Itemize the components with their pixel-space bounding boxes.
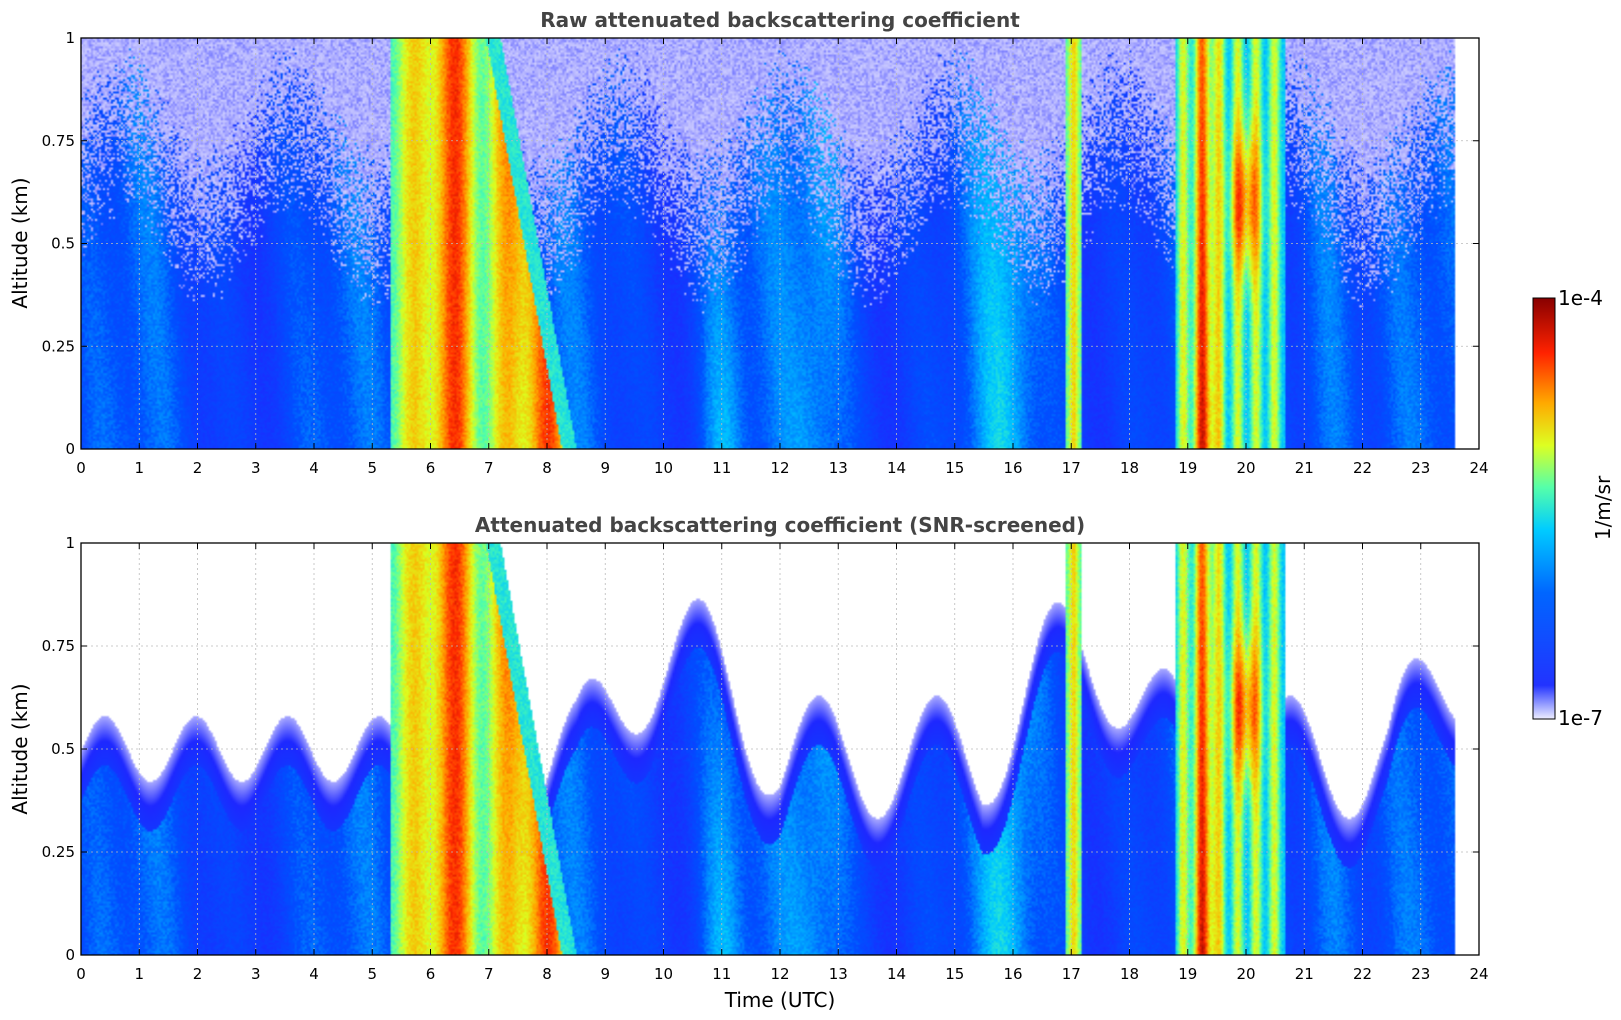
x-tick-label: 0 [76,965,86,983]
x-tick-label: 14 [887,965,906,983]
panel-raw-y-ticks: 0 0.25 0.5 0.75 1 [42,29,1479,458]
x-tick-label: 12 [770,965,789,983]
x-tick-label: 1 [134,965,144,983]
x-tick-label: 10 [654,459,673,477]
x-tick-label: 16 [1003,965,1022,983]
panel-raw-grid [81,38,1479,449]
y-tick-label: 0.75 [42,637,75,655]
x-tick-label: 19 [1178,965,1197,983]
x-tick-label: 22 [1353,459,1372,477]
panel-raw: Raw attenuated backscattering coefficien… [8,8,1489,477]
x-tick-label: 7 [484,459,494,477]
panel-screened-x-ticks: 0 1 2 3 4 5 6 7 8 9 10 11 12 13 14 15 16 17 18 19 20 21 22 23 24 [76,543,1489,983]
panel-screened-y-ticks: 0 0.25 0.5 0.75 1 [42,534,1479,964]
x-tick-label: 17 [1062,965,1081,983]
x-tick-label: 11 [712,459,731,477]
x-tick-label: 11 [712,965,731,983]
colorbar: 1e-4 1e-7 1/m/sr [1532,286,1615,730]
x-tick-label: 1 [134,459,144,477]
x-tick-label: 21 [1295,965,1314,983]
x-tick-label: 15 [945,965,964,983]
x-tick-label: 6 [426,459,436,477]
panel-screened-xlabel: Time (UTC) [724,988,836,1012]
y-tick-label: 1 [65,29,75,47]
x-tick-label: 24 [1469,459,1488,477]
x-tick-label: 23 [1411,965,1430,983]
x-tick-label: 6 [426,965,436,983]
x-tick-label: 9 [600,965,610,983]
x-tick-label: 18 [1120,965,1139,983]
x-tick-label: 17 [1062,459,1081,477]
x-tick-label: 4 [309,459,319,477]
x-tick-label: 3 [251,965,261,983]
x-tick-label: 15 [945,459,964,477]
panel-raw-x-ticks: 0 1 2 3 4 5 6 7 8 9 10 11 12 13 14 15 16 17 18 19 20 21 22 23 24 [76,38,1489,477]
y-tick-label: 0.25 [42,337,75,355]
x-tick-label: 24 [1469,965,1488,983]
x-tick-label: 13 [829,965,848,983]
x-tick-label: 21 [1295,459,1314,477]
y-tick-label: 1 [65,534,75,552]
panel-screened: Attenuated backscattering coefficient (S… [8,513,1489,1012]
x-tick-label: 5 [367,459,377,477]
y-tick-label: 0 [65,440,75,458]
x-tick-label: 13 [829,459,848,477]
x-tick-label: 20 [1236,965,1255,983]
colorbar-gradient [1532,297,1556,720]
x-tick-label: 2 [193,459,203,477]
x-tick-label: 12 [770,459,789,477]
panel-raw-ylabel: Altitude (km) [8,177,32,308]
x-tick-label: 22 [1353,965,1372,983]
x-tick-label: 3 [251,459,261,477]
y-tick-label: 0.5 [51,740,75,758]
x-tick-label: 4 [309,965,319,983]
x-tick-label: 2 [193,965,203,983]
x-tick-label: 8 [542,459,552,477]
x-tick-label: 10 [654,965,673,983]
panel-screened-ylabel: Altitude (km) [8,683,32,814]
x-tick-label: 14 [887,459,906,477]
panel-screened-title: Attenuated backscattering coefficient (S… [475,513,1085,537]
panel-raw-title: Raw attenuated backscattering coefficien… [540,8,1020,32]
y-tick-label: 0.25 [42,843,75,861]
x-tick-label: 5 [367,965,377,983]
x-tick-label: 18 [1120,459,1139,477]
x-tick-label: 9 [600,459,610,477]
colorbar-unit-label: 1/m/sr [1591,475,1615,540]
y-tick-label: 0.75 [42,132,75,150]
y-tick-label: 0 [65,946,75,964]
panel-screened-grid [81,543,1479,955]
x-tick-label: 7 [484,965,494,983]
x-tick-label: 0 [76,459,86,477]
x-tick-label: 19 [1178,459,1197,477]
x-tick-label: 23 [1411,459,1430,477]
x-tick-label: 8 [542,965,552,983]
colorbar-max-label: 1e-4 [1558,286,1603,310]
x-tick-label: 16 [1003,459,1022,477]
colorbar-min-label: 1e-7 [1558,706,1603,730]
y-tick-label: 0.5 [51,235,75,253]
x-tick-label: 20 [1236,459,1255,477]
